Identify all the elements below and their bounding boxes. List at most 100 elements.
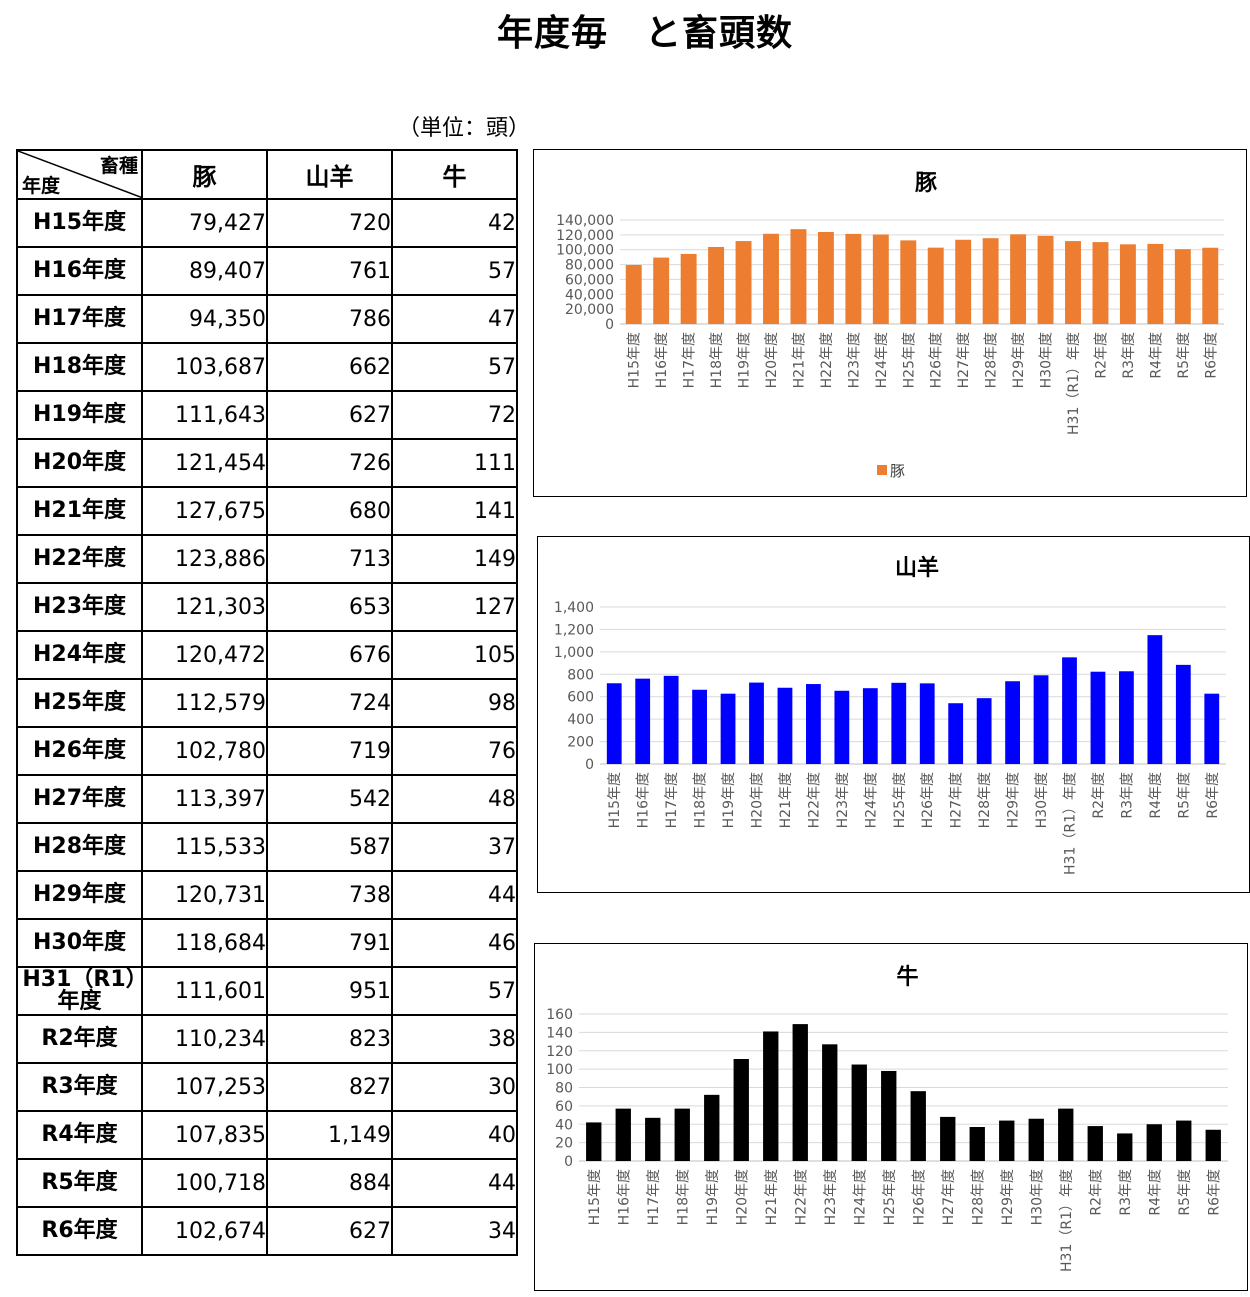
cattle-category-label: H27年度 xyxy=(941,1169,957,1225)
cattle-bar xyxy=(1176,1120,1192,1161)
pig-count-cell: 113,397 xyxy=(141,774,268,824)
goat-bar xyxy=(1005,681,1020,764)
cattle-category-label: H30年度 xyxy=(1029,1169,1045,1225)
pig-count-cell: 118,684 xyxy=(141,918,268,968)
pig-category-label: H25年度 xyxy=(901,332,917,388)
pig-bar xyxy=(1065,241,1081,324)
pig-category-label: R4年度 xyxy=(1148,332,1164,379)
cattle-count-cell: 47 xyxy=(391,294,518,344)
table-row: H19年度 111,643 627 72 xyxy=(16,390,518,440)
pig-count-cell: 111,643 xyxy=(141,390,268,440)
goat-y-tick-label: 800 xyxy=(567,667,594,683)
table-row: H16年度 89,407 761 57 xyxy=(16,246,518,296)
table-row: H30年度 118,684 791 46 xyxy=(16,918,518,968)
goat-category-label: H18年度 xyxy=(693,772,709,828)
goat-y-tick-label: 400 xyxy=(567,712,594,728)
pig-category-label: H30年度 xyxy=(1039,332,1055,388)
cattle-count-cell: 57 xyxy=(391,246,518,296)
pig-count-cell: 115,533 xyxy=(141,822,268,872)
goat-chart-title: 山羊 xyxy=(895,555,939,581)
cattle-category-label: H17年度 xyxy=(646,1169,662,1225)
goat-bar xyxy=(720,693,736,764)
cattle-bar xyxy=(1146,1124,1162,1161)
goat-category-label: R2年度 xyxy=(1091,772,1107,819)
cattle-bar xyxy=(910,1091,926,1161)
year-cell: H21年度 xyxy=(16,486,143,536)
cattle-count-cell: 34 xyxy=(391,1206,518,1256)
table-row: H27年度 113,397 542 48 xyxy=(16,774,518,824)
header-goat: 山羊 xyxy=(266,149,393,200)
cattle-chart-title: 牛 xyxy=(896,964,918,990)
goat-category-label: H19年度 xyxy=(721,772,737,828)
goat-bar xyxy=(862,688,878,764)
goat-category-label: H27年度 xyxy=(949,772,965,828)
goat-count-cell: 542 xyxy=(266,774,393,824)
cattle-count-cell: 149 xyxy=(391,534,518,584)
goat-chart-svg: 山羊 0 200 400 600 800 1,000 1,200 1,400 H15年度 H16年度… xyxy=(554,555,1226,875)
year-cell: R4年度 xyxy=(16,1110,143,1160)
pig-count-cell: 103,687 xyxy=(141,342,268,392)
pig-legend-label: 豚 xyxy=(890,462,905,480)
pig-chart: 豚 0 20,000 40,000 60,000 80,000 100,000 120,000… xyxy=(533,149,1247,497)
goat-category-label: R5年度 xyxy=(1176,772,1192,819)
pig-y-tick-label: 20,000 xyxy=(565,302,614,318)
goat-category-label: H30年度 xyxy=(1034,772,1050,828)
pig-count-cell: 79,427 xyxy=(141,198,268,248)
pig-bar xyxy=(763,233,779,324)
table-row: H24年度 120,472 676 105 xyxy=(16,630,518,680)
cattle-category-label: H28年度 xyxy=(970,1169,986,1225)
pig-category-label: R5年度 xyxy=(1176,332,1192,379)
year-cell: R6年度 xyxy=(16,1206,143,1256)
cattle-bar xyxy=(881,1070,897,1161)
pig-category-label: H15年度 xyxy=(627,332,643,388)
corner-species-label: 畜種 xyxy=(99,155,138,177)
cattle-bar xyxy=(1117,1133,1133,1161)
page-title: 年度毎 と畜頭数 xyxy=(496,13,793,54)
cattle-count-cell: 44 xyxy=(391,870,518,920)
cattle-category-label: R3年度 xyxy=(1118,1169,1134,1216)
goat-count-cell: 823 xyxy=(266,1014,393,1064)
pig-bar xyxy=(817,231,834,324)
cattle-count-cell: 98 xyxy=(391,678,518,728)
pig-bar xyxy=(708,246,725,324)
cattle-bar xyxy=(851,1064,867,1161)
pig-y-tick-label: 40,000 xyxy=(565,287,614,303)
goat-y-tick-label: 1,400 xyxy=(554,600,594,616)
cattle-count-cell: 72 xyxy=(391,390,518,440)
cattle-bar xyxy=(674,1108,690,1161)
table-row: H28年度 115,533 587 37 xyxy=(16,822,518,872)
pig-count-cell: 127,675 xyxy=(141,486,268,536)
cattle-category-label: H24年度 xyxy=(852,1169,868,1225)
cattle-category-label: H20年度 xyxy=(734,1169,750,1225)
cattle-bar xyxy=(1058,1108,1074,1161)
goat-category-label: H21年度 xyxy=(778,772,794,828)
goat-count-cell: 884 xyxy=(266,1158,393,1208)
goat-category-label: R6年度 xyxy=(1205,772,1221,819)
pig-category-label: H22年度 xyxy=(819,332,835,388)
goat-bar xyxy=(635,678,651,764)
table-row: R5年度 100,718 884 44 xyxy=(16,1158,518,1208)
year-cell: H20年度 xyxy=(16,438,143,488)
pig-y-tick-label: 100,000 xyxy=(556,243,614,259)
cattle-bar xyxy=(615,1108,631,1161)
cattle-category-label: H23年度 xyxy=(823,1169,839,1225)
goat-bar xyxy=(1090,671,1106,764)
pig-category-label: H18年度 xyxy=(709,332,725,388)
goat-category-label: H28年度 xyxy=(977,772,993,828)
goat-category-label: H31（R1）年度 xyxy=(1063,772,1079,875)
year-cell: R5年度 xyxy=(16,1158,143,1208)
goat-y-tick-label: 600 xyxy=(567,690,594,706)
table-row: H25年度 112,579 724 98 xyxy=(16,678,518,728)
table-row: H17年度 94,350 786 47 xyxy=(16,294,518,344)
cattle-category-label: R4年度 xyxy=(1147,1169,1163,1216)
goat-category-label: R3年度 xyxy=(1119,772,1135,819)
goat-bar xyxy=(891,682,907,764)
cattle-category-label: H15年度 xyxy=(587,1169,603,1225)
cattle-category-label: H31（R1）年度 xyxy=(1059,1169,1075,1272)
pig-count-cell: 121,454 xyxy=(141,438,268,488)
cattle-bar xyxy=(1087,1126,1103,1161)
year-cell: H16年度 xyxy=(16,246,143,296)
goat-count-cell: 627 xyxy=(266,390,393,440)
table-row: H21年度 127,675 680 141 xyxy=(16,486,518,536)
goat-count-cell: 587 xyxy=(266,822,393,872)
